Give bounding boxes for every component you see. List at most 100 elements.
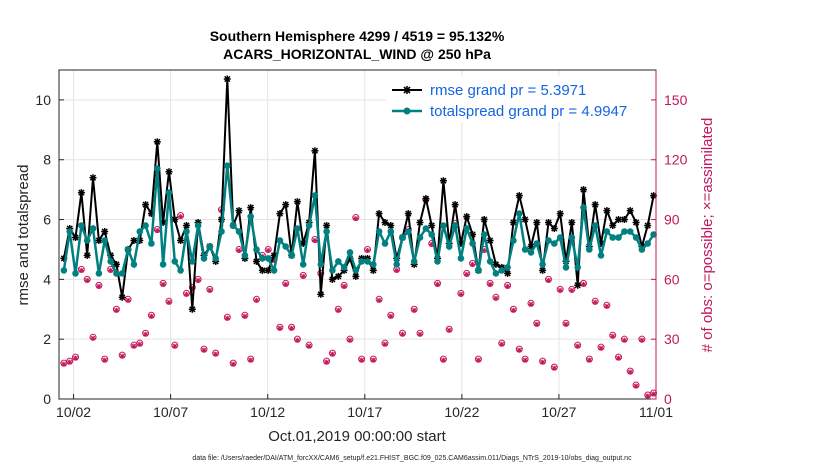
obs-assimilated-point xyxy=(265,247,271,253)
obs-assimilated-point xyxy=(195,277,201,283)
x-tick-label: 10/27 xyxy=(541,404,576,420)
obs-assimilated-point xyxy=(248,357,254,363)
totalspread-point xyxy=(159,261,167,268)
obs-assimilated-point xyxy=(73,355,79,361)
totalspread-point xyxy=(241,252,249,259)
totalspread-point xyxy=(299,261,307,268)
obs-assimilated-point xyxy=(78,267,84,273)
obs-assimilated-point xyxy=(178,214,184,220)
obs-assimilated-point xyxy=(370,357,376,363)
y-left-tick-label: 0 xyxy=(43,391,51,407)
obs-assimilated-point xyxy=(341,283,347,289)
obs-assimilated-point xyxy=(400,331,406,337)
obs-assimilated-point xyxy=(137,341,143,347)
rmse-point xyxy=(539,266,547,274)
rmse-point xyxy=(142,201,150,209)
rmse-point xyxy=(253,257,260,265)
y-axis-right-label: # of obs: o=possible; ×=assimilated xyxy=(699,118,716,353)
totalspread-point xyxy=(311,192,319,199)
x-tick-label: 11/01 xyxy=(639,404,673,420)
totalspread-point xyxy=(586,246,593,253)
obs-assimilated-point xyxy=(347,337,353,343)
totalspread-point xyxy=(626,228,634,235)
totalspread-point xyxy=(229,222,237,229)
rmse-point xyxy=(165,168,173,176)
obs-assimilated-point xyxy=(651,391,657,397)
totalspread-point xyxy=(206,243,214,250)
totalspread-point xyxy=(83,237,91,244)
totalspread-point xyxy=(405,228,412,235)
totalspread-point xyxy=(615,234,622,241)
totalspread-point xyxy=(591,222,599,229)
totalspread-point xyxy=(580,204,587,211)
rmse-point xyxy=(177,237,185,244)
obs-assimilated-point xyxy=(639,337,645,343)
obs-assimilated-point xyxy=(359,357,365,363)
obs-assimilated-point xyxy=(230,361,236,367)
obs-assimilated-point xyxy=(201,347,207,353)
obs-assimilated-point xyxy=(96,283,102,289)
rmse-point xyxy=(77,189,85,197)
rmse-point xyxy=(609,222,617,229)
observation-count-markers xyxy=(60,196,658,399)
totalspread-point xyxy=(562,264,570,271)
legend-spread-label: totalspread grand pr = 4.9947 xyxy=(430,103,627,120)
obs-assimilated-point xyxy=(464,271,470,277)
totalspread-point xyxy=(399,234,406,241)
rmse-point xyxy=(632,219,640,226)
obs-assimilated-point xyxy=(446,327,452,333)
totalspread-point xyxy=(177,267,184,274)
totalspread-point xyxy=(346,249,354,256)
totalspread-point xyxy=(288,252,295,259)
totalspread-point xyxy=(574,264,581,271)
totalspread-point xyxy=(212,255,219,262)
totalspread-point xyxy=(294,225,301,232)
obs-assimilated-point xyxy=(148,313,154,319)
rmse-point xyxy=(486,237,494,244)
rmse-point xyxy=(264,266,272,274)
obs-assimilated-point xyxy=(254,297,260,303)
rmse-point xyxy=(591,201,599,209)
obs-assimilated-point xyxy=(119,353,125,359)
obs-assimilated-point xyxy=(289,325,295,331)
rmse-point xyxy=(381,219,389,226)
legend-rmse-label: rmse grand pr = 5.3971 xyxy=(430,82,586,99)
totalspread-point xyxy=(527,249,535,256)
rmse-point xyxy=(533,219,541,226)
obs-assimilated-point xyxy=(586,357,592,363)
rmse-point xyxy=(515,192,523,200)
obs-assimilated-point xyxy=(108,267,114,273)
obs-assimilated-point xyxy=(324,359,330,365)
totalspread-point xyxy=(492,270,500,277)
totalspread-point xyxy=(95,270,103,277)
totalspread-point xyxy=(148,240,155,247)
rmse-point xyxy=(568,219,576,226)
obs-assimilated-point xyxy=(563,321,569,327)
obs-assimilated-point xyxy=(475,357,481,363)
rmse-point xyxy=(603,207,611,215)
obs-assimilated-point xyxy=(312,237,318,243)
obs-assimilated-point xyxy=(534,321,540,327)
obs-assimilated-point xyxy=(516,347,522,353)
totalspread-point xyxy=(539,261,546,268)
obs-assimilated-point xyxy=(627,369,633,375)
totalspread-point xyxy=(632,234,640,241)
rmse-point xyxy=(504,269,512,277)
totalspread-point xyxy=(551,240,558,247)
obs-assimilated-point xyxy=(236,247,242,253)
rmse-point xyxy=(101,228,109,235)
totalspread-point xyxy=(440,222,447,229)
rmse-point xyxy=(521,216,529,223)
chart-title-line2: ACARS_HORIZONTAL_WIND @ 250 hPa xyxy=(223,46,491,62)
obs-assimilated-point xyxy=(364,247,370,253)
totalspread-point xyxy=(650,231,657,238)
obs-assimilated-point xyxy=(645,393,651,399)
obs-assimilated-point xyxy=(213,351,219,357)
totalspread-point xyxy=(498,267,506,274)
totalspread-point xyxy=(154,165,161,172)
obs-assimilated-point xyxy=(557,287,563,293)
obs-assimilated-point xyxy=(458,291,464,297)
rmse-point xyxy=(334,272,342,280)
totalspread-point xyxy=(282,243,290,250)
totalspread-point xyxy=(130,261,138,268)
